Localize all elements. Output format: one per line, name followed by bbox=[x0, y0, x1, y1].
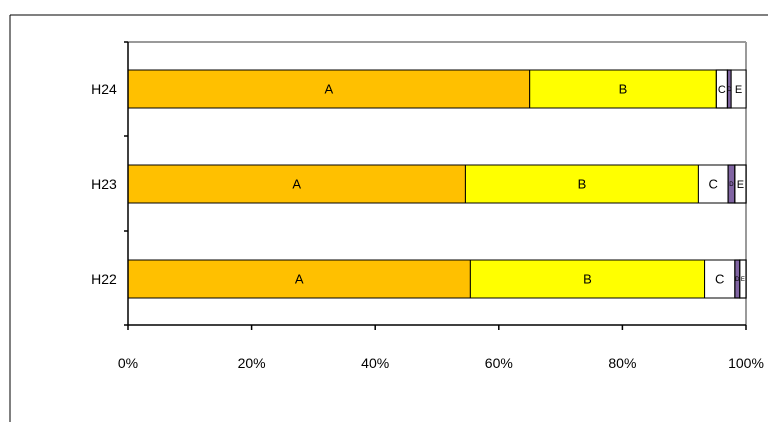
bars-layer: A B C D EA B C D EA B C D E bbox=[127, 69, 747, 299]
segment-label-h24-a: A bbox=[325, 82, 334, 97]
x-tick-label-4: 80% bbox=[608, 355, 636, 371]
segment-label-h22-e: E bbox=[741, 277, 745, 283]
segment-label-h24-c: C bbox=[718, 84, 726, 96]
segment-label-h22-d: D bbox=[735, 277, 740, 283]
segment-label-h23-b: B bbox=[578, 177, 587, 192]
segment-label-h23-a: A bbox=[292, 177, 301, 192]
segment-label-h22-a: A bbox=[295, 272, 304, 287]
axes-layer: H24 H23 H22 0% 20% 40% 60% 80% 100% bbox=[91, 41, 764, 371]
bar-segment-h24-b bbox=[529, 69, 717, 109]
x-tick-label-5: 100% bbox=[728, 355, 764, 371]
segment-label-h23-e: E bbox=[737, 179, 744, 191]
bar-segment-h22-c bbox=[704, 259, 736, 299]
y-tick-label-h23: H23 bbox=[91, 176, 117, 192]
x-tick-label-1: 20% bbox=[238, 355, 266, 371]
bar-segment-h24-e bbox=[730, 69, 747, 109]
bar-segment-h24-a bbox=[127, 69, 531, 109]
x-tick-label-2: 40% bbox=[361, 355, 389, 371]
bar-segment-h22-e bbox=[739, 259, 747, 299]
bar-segment-h22-b bbox=[469, 259, 706, 299]
segment-label-h24-e: E bbox=[735, 84, 742, 96]
bar-segment-h23-b bbox=[464, 164, 699, 204]
segment-label-h23-d: D bbox=[729, 182, 734, 188]
x-tick-label-3: 60% bbox=[485, 355, 513, 371]
segment-label-h24-b: B bbox=[619, 82, 628, 97]
y-tick-label-h24: H24 bbox=[91, 81, 117, 97]
x-tick-label-0: 0% bbox=[118, 355, 138, 371]
segment-label-h23-c: C bbox=[709, 177, 718, 192]
segment-label-h22-b: B bbox=[583, 272, 592, 287]
bar-segment-h23-e bbox=[734, 164, 747, 204]
segment-label-h22-c: C bbox=[715, 272, 724, 287]
bar-segment-h23-c bbox=[697, 164, 729, 204]
y-tick-label-h22: H22 bbox=[91, 271, 117, 287]
segment-label-h24-d: D bbox=[727, 87, 732, 93]
